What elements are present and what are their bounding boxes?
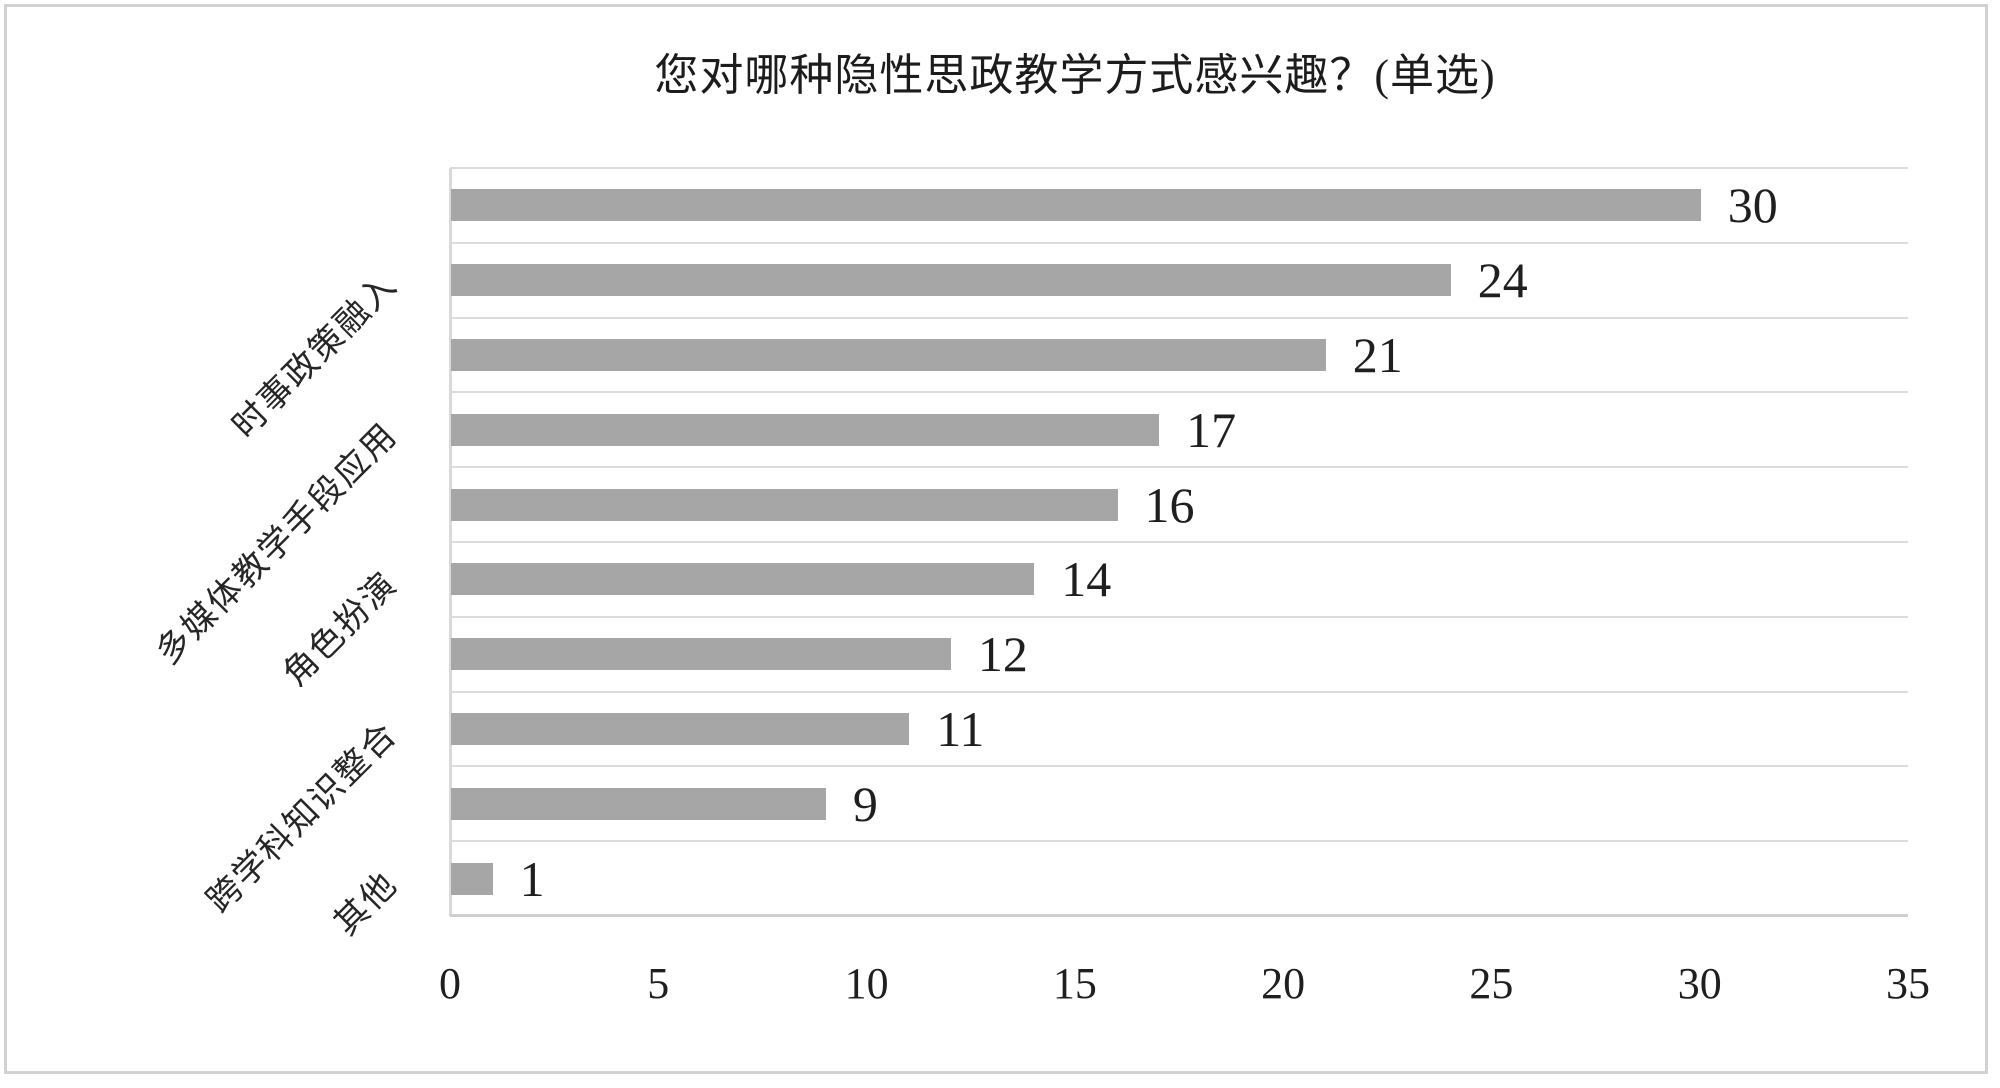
x-axis-tick-label: 20 (1261, 959, 1306, 1008)
gridline (450, 615, 1908, 618)
bar-value-label: 16 (1144, 476, 1195, 533)
bar (451, 638, 951, 671)
gridline (450, 690, 1908, 693)
bar (451, 189, 1701, 222)
x-axis-tick-label: 35 (1886, 959, 1930, 1008)
chart-outer-border (4, 4, 1988, 1074)
bar (451, 488, 1118, 521)
bar-value-label: 21 (1352, 327, 1403, 383)
gridline (450, 391, 1908, 394)
bar-value-label: 30 (1727, 177, 1778, 234)
bar (451, 862, 493, 895)
x-axis-tick-label: 10 (844, 959, 889, 1008)
gridline (450, 466, 1908, 469)
bar-value-label: 1 (519, 850, 545, 907)
gridline (450, 541, 1908, 543)
gridline (450, 241, 1908, 244)
bar-value-label: 12 (977, 626, 1028, 683)
gridline (450, 840, 1908, 843)
x-axis-tick-label: 25 (1469, 959, 1514, 1008)
x-axis-tick-label: 30 (1677, 959, 1722, 1008)
bar (451, 713, 910, 745)
value-axis-line (450, 914, 1908, 917)
bar (451, 563, 1035, 596)
bar (451, 339, 1326, 371)
bar-value-label: 14 (1061, 551, 1112, 608)
bar (451, 264, 1451, 297)
plot-area: 30 24 21 17 16 14 12 11 9 1 (449, 167, 1908, 917)
bar (451, 787, 826, 820)
x-axis-tick-label: 15 (1052, 959, 1097, 1008)
gridline (450, 765, 1908, 768)
x-axis-tick-label: 0 (439, 959, 461, 1008)
bar-value-label: 17 (1186, 401, 1237, 458)
bar-value-label: 9 (852, 775, 878, 832)
bar-value-label: 11 (936, 701, 985, 757)
chart-title: 您对哪种隐性思政教学方式感兴趣？(单选) (654, 51, 1496, 100)
x-axis-tick-label: 5 (647, 959, 670, 1008)
bar-value-label: 24 (1477, 252, 1528, 309)
gridline (450, 167, 1908, 169)
gridline (450, 316, 1908, 319)
bar (451, 413, 1160, 446)
